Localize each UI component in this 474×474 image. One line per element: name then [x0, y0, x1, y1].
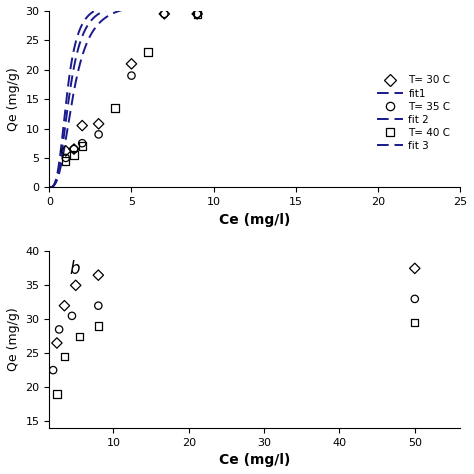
Point: [144, 48, 152, 56]
X-axis label: Ce (mg/l): Ce (mg/l): [219, 453, 291, 467]
Point: [193, 10, 201, 18]
Point: [111, 104, 119, 112]
Legend: T= 30 C, fit1, T= 35 C, fit 2, T= 40 C, fit 3: T= 30 C, fit1, T= 35 C, fit 2, T= 40 C, …: [373, 71, 455, 155]
Point: [68, 312, 76, 319]
Point: [193, 10, 201, 18]
Point: [128, 60, 135, 68]
Point: [62, 157, 70, 164]
Point: [55, 326, 63, 333]
Point: [70, 146, 78, 153]
Point: [95, 131, 102, 138]
Point: [78, 142, 86, 150]
Point: [128, 72, 135, 80]
Point: [62, 147, 70, 155]
Point: [78, 122, 86, 129]
Point: [411, 295, 419, 303]
Point: [94, 302, 102, 310]
Point: [53, 339, 61, 347]
Point: [62, 154, 70, 162]
Point: [161, 10, 168, 18]
Point: [94, 272, 102, 279]
Point: [411, 319, 419, 327]
Point: [95, 120, 102, 128]
Y-axis label: Qe (mg/g): Qe (mg/g): [7, 67, 20, 131]
Point: [161, 10, 168, 18]
Point: [49, 366, 57, 374]
Point: [411, 264, 419, 272]
Point: [61, 353, 68, 360]
X-axis label: Ce (mg/l): Ce (mg/l): [219, 212, 291, 227]
Point: [70, 151, 78, 159]
Y-axis label: Qe (mg/g): Qe (mg/g): [7, 308, 20, 372]
Text: b: b: [70, 260, 81, 278]
Point: [70, 146, 78, 153]
Point: [53, 390, 61, 398]
Point: [193, 10, 201, 18]
Point: [78, 139, 86, 147]
Point: [61, 302, 68, 310]
Point: [76, 332, 83, 340]
Point: [94, 322, 102, 330]
Point: [72, 282, 80, 289]
